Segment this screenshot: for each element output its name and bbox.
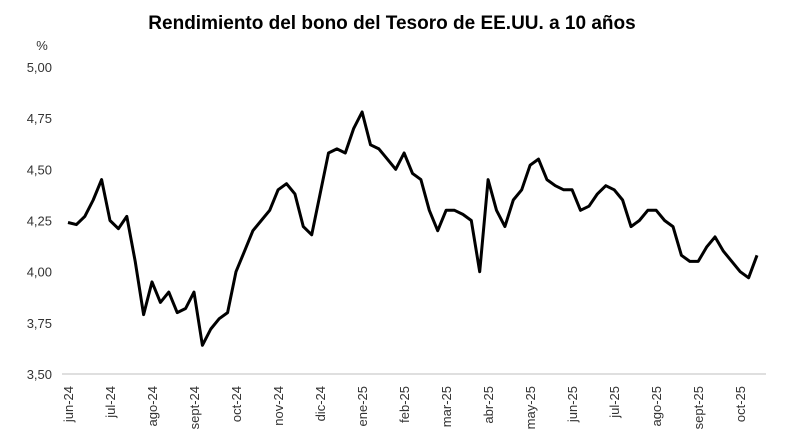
- y-tick-label: 4,75: [27, 111, 52, 126]
- y-tick-label: 3,75: [27, 316, 52, 331]
- x-tick-label: ago-25: [649, 386, 664, 426]
- x-tick-label: mar-25: [439, 386, 454, 427]
- x-tick-label: jun-25: [565, 386, 580, 423]
- chart-title: Rendimiento del bono del Tesoro de EE.UU…: [148, 13, 635, 34]
- y-tick-label: 4,25: [27, 214, 52, 229]
- x-tick-label: ene-25: [355, 386, 370, 426]
- x-tick-label: dic-24: [313, 386, 328, 421]
- x-tick-label: oct-24: [229, 386, 244, 422]
- y-tick-label: 3,50: [27, 367, 52, 382]
- x-tick-label: oct-25: [733, 386, 748, 422]
- x-tick-label: jul-24: [103, 386, 118, 419]
- y-tick-label: 4,00: [27, 265, 52, 280]
- x-tick-label: jun-24: [61, 386, 76, 423]
- y-tick-label: 5,00: [27, 60, 52, 75]
- y-tick-label: 4,50: [27, 162, 52, 177]
- x-tick-label: sept-25: [691, 386, 706, 429]
- x-tick-label: ago-24: [145, 386, 160, 426]
- x-tick-label: abr-25: [481, 386, 496, 424]
- x-tick-label: feb-25: [397, 386, 412, 423]
- y-axis-label: %: [36, 38, 48, 53]
- x-tick-label: nov-24: [271, 386, 286, 426]
- x-tick-label: may-25: [523, 386, 538, 429]
- x-tick-label: jul-25: [607, 386, 622, 419]
- x-tick-label: sept-24: [187, 386, 202, 429]
- data-line: [67, 110, 759, 347]
